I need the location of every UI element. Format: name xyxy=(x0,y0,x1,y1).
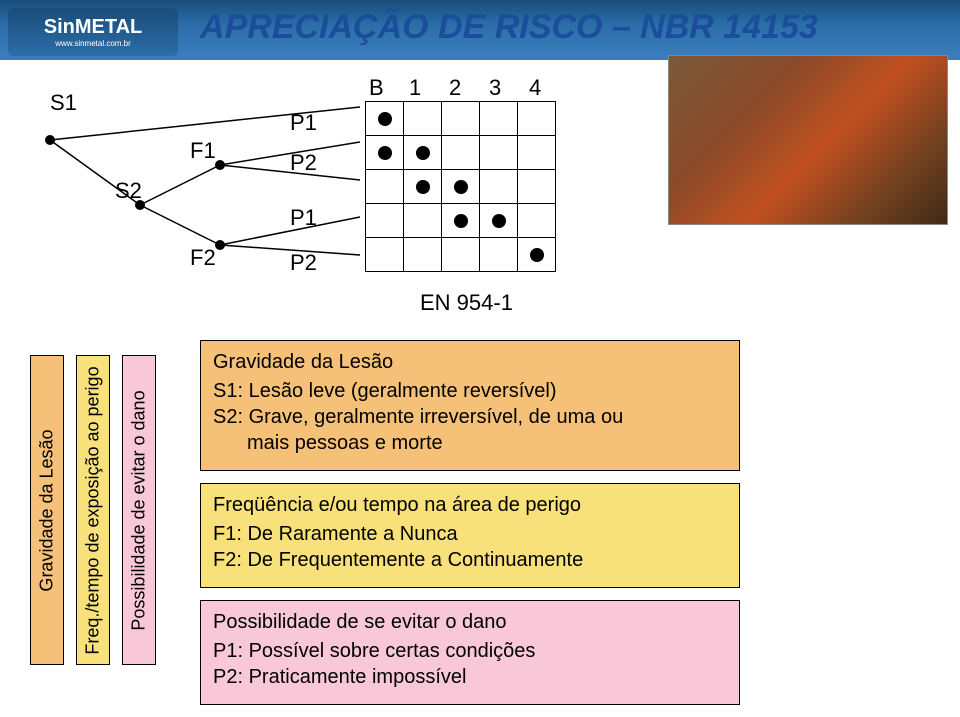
info-box-line: S2: Grave, geralmente irreversível, de u… xyxy=(213,404,727,430)
grid-cell xyxy=(480,102,518,136)
grid-cell xyxy=(404,204,442,238)
vbar-2: Possibilidade de evitar o dano xyxy=(122,355,156,665)
tree-s1: S1 xyxy=(50,90,77,115)
risk-grid: B 1 2 3 4 xyxy=(365,75,565,272)
vertical-labels: Gravidade da Lesão Freq./tempo de exposiç… xyxy=(30,355,156,665)
grid-table xyxy=(365,101,556,272)
info-box-line: P1: Possível sobre certas condições xyxy=(213,638,727,664)
col-h-3: 3 xyxy=(485,75,525,101)
grid-cell xyxy=(518,204,556,238)
grid-cell xyxy=(480,238,518,272)
dot-icon xyxy=(492,214,506,228)
grid-cell xyxy=(404,102,442,136)
en-label: EN 954-1 xyxy=(420,290,513,316)
grid-cell xyxy=(518,102,556,136)
dot-icon xyxy=(454,180,468,194)
grid-cell xyxy=(480,170,518,204)
grid-cell xyxy=(366,102,404,136)
grid-cell xyxy=(518,170,556,204)
grid-cell xyxy=(442,136,480,170)
info-box-title: Possibilidade de se evitar o dano xyxy=(213,611,727,634)
vbar-0: Gravidade da Lesão xyxy=(30,355,64,665)
header-photo xyxy=(668,55,948,225)
tree-p2b: P2 xyxy=(290,250,317,275)
grid-cell xyxy=(366,136,404,170)
info-box-line: P2: Praticamente impossível xyxy=(213,664,727,690)
decision-tree: S1 S2 F1 F2 P1 P2 P1 P2 xyxy=(30,80,360,360)
grid-cell xyxy=(366,204,404,238)
grid-cell xyxy=(404,136,442,170)
title-rest: PRECIAÇÃO DE RISCO – NBR 14153 xyxy=(225,8,818,46)
col-h-4: 4 xyxy=(525,75,565,101)
dot-icon xyxy=(530,248,544,262)
grid-cell xyxy=(442,204,480,238)
grid-cell xyxy=(442,102,480,136)
logo-sub: www.sinmetal.com.br xyxy=(55,39,131,48)
tree-f1: F1 xyxy=(190,138,216,163)
col-h-1: 1 xyxy=(405,75,445,101)
info-box-1: Freqüência e/ou tempo na área de perigo F… xyxy=(200,483,740,588)
info-boxes: Gravidade da Lesão S1: Lesão leve (geralm… xyxy=(200,340,740,717)
dot-icon xyxy=(378,112,392,126)
grid-cell xyxy=(366,170,404,204)
dot-icon xyxy=(454,214,468,228)
info-box-line: S1: Lesão leve (geralmente reversível) xyxy=(213,378,727,404)
grid-cell xyxy=(366,238,404,272)
info-box-2: Possibilidade de se evitar o dano P1: Pos… xyxy=(200,600,740,705)
info-box-line: F1: De Raramente a Nunca xyxy=(213,521,727,547)
grid-cell xyxy=(442,170,480,204)
grid-cell xyxy=(480,136,518,170)
grid-cell xyxy=(518,136,556,170)
dot-icon xyxy=(416,146,430,160)
info-box-0: Gravidade da Lesão S1: Lesão leve (geralm… xyxy=(200,340,740,471)
dot-icon xyxy=(416,180,430,194)
title-accent: A xyxy=(200,8,225,46)
grid-cell xyxy=(404,170,442,204)
col-h-0: B xyxy=(365,75,405,101)
info-box-line: F2: De Frequentemente a Continuamente xyxy=(213,547,727,573)
grid-cell xyxy=(518,238,556,272)
vbar-label: Possibilidade de evitar o dano xyxy=(129,390,150,630)
vbar-1: Freq./tempo de exposição ao perigo xyxy=(76,355,110,665)
grid-cell xyxy=(480,204,518,238)
vbar-label: Freq./tempo de exposição ao perigo xyxy=(83,366,104,654)
info-box-title: Freqüência e/ou tempo na área de perigo xyxy=(213,494,727,517)
tree-p2a: P2 xyxy=(290,150,317,175)
info-box-line: mais pessoas e morte xyxy=(247,430,727,456)
tree-f2: F2 xyxy=(190,245,216,270)
grid-cell xyxy=(442,238,480,272)
info-box-title: Gravidade da Lesão xyxy=(213,351,727,374)
logo: SinMETAL www.sinmetal.com.br xyxy=(8,8,178,56)
vbar-label: Gravidade da Lesão xyxy=(37,429,58,591)
grid-cell xyxy=(404,238,442,272)
col-h-2: 2 xyxy=(445,75,485,101)
page-title: APRECIAÇÃO DE RISCO – NBR 14153 xyxy=(200,8,818,47)
logo-text: SinMETAL xyxy=(44,16,143,39)
dot-icon xyxy=(378,146,392,160)
